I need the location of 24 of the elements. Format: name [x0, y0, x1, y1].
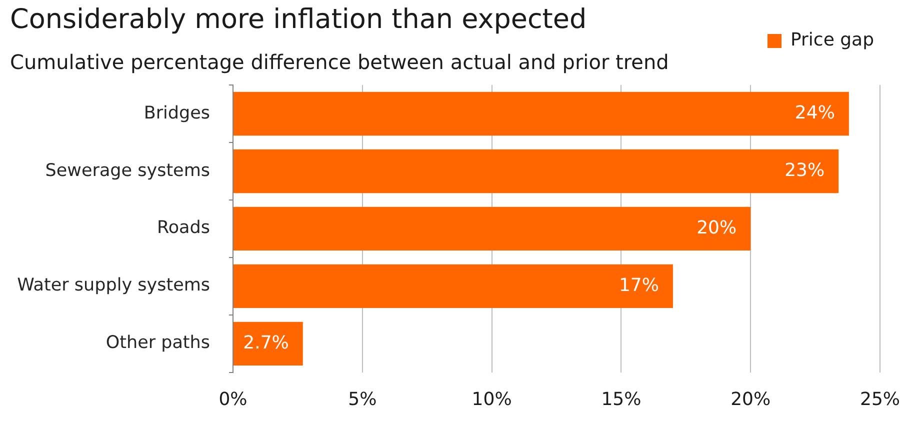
bar	[234, 322, 303, 366]
legend-label: Price gap	[790, 30, 874, 51]
bar	[234, 206, 751, 251]
y-tick-label: Other paths	[106, 333, 210, 354]
bar	[234, 149, 839, 194]
x-tick-label: 25%	[860, 388, 900, 410]
data-label: 2.7%	[243, 332, 289, 354]
data-label: 17%	[618, 274, 659, 296]
data-label: 24%	[794, 102, 835, 124]
x-tick-label: 5%	[348, 388, 377, 410]
chart-subtitle: Cumulative percentage difference between actual and prior trend	[10, 50, 669, 74]
x-tick-label: 10%	[472, 388, 512, 410]
bar	[234, 92, 849, 136]
x-tick-label: 0%	[218, 388, 248, 410]
y-tick-label: Sewerage systems	[45, 160, 210, 181]
y-tick-label: Bridges	[144, 103, 210, 124]
data-label: 23%	[784, 160, 825, 181]
bar	[234, 264, 673, 308]
chart-title: Considerably more inflation than expected	[10, 4, 587, 36]
y-tick-label: Water supply systems	[17, 276, 210, 296]
data-label: 20%	[696, 217, 737, 238]
y-tick-label: Roads	[156, 218, 210, 238]
x-tick-label: 20%	[730, 388, 771, 410]
x-tick-label: 15%	[601, 388, 642, 410]
